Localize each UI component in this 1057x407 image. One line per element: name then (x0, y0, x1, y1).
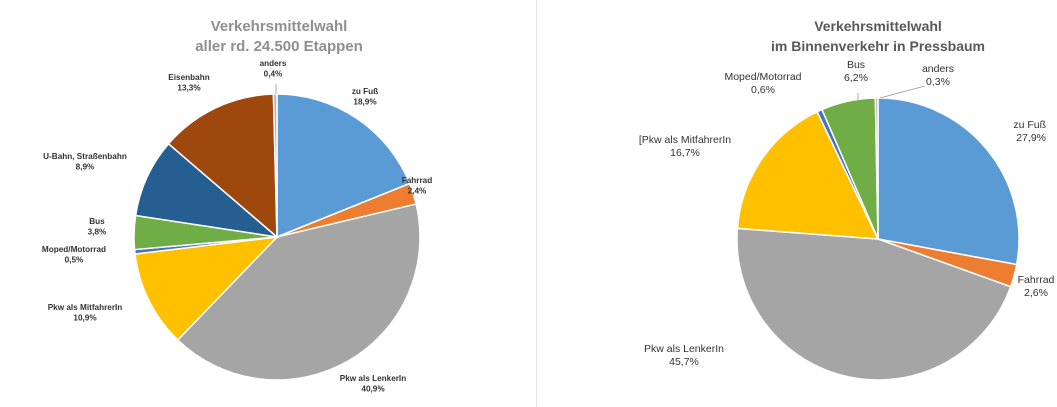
slice-value-fahrrad: 2,4% (408, 186, 427, 195)
slice-label-zu-fuss: zu Fuß (1013, 119, 1046, 131)
slice-value-moped-motorrad: 0,6% (751, 84, 775, 96)
leader-line-anders (879, 85, 926, 99)
slice-label-moped-motorrad: Moped/Motorrad (42, 245, 106, 254)
pie-slice-u-bahn-strassenbahn (134, 142, 280, 239)
pie-slices (736, 97, 1020, 381)
slice-value-bus: 6,2% (844, 72, 868, 84)
slice-label-bus: Bus (89, 217, 105, 226)
pie-slice-pkw-als-mitfahrerin (134, 236, 279, 342)
slice-value-eisenbahn: 13,3% (177, 83, 201, 92)
chart-title-line-2: im Binnenverkehr in Pressbaum (771, 38, 985, 54)
panel-divider (536, 0, 537, 407)
slice-value-zu-fuss: 18,9% (353, 97, 377, 106)
slice-value-pkw-als-mitfahrerin: 16,7% (670, 147, 700, 159)
slice-value-u-bahn-strassenbahn: 8,9% (76, 162, 95, 171)
pie-slice-eisenbahn (167, 93, 278, 239)
slice-value-anders: 0,3% (926, 76, 950, 88)
slice-label-anders: anders (922, 63, 954, 75)
slice-label-moped-motorrad: Moped/Motorrad (724, 71, 801, 83)
slice-label-pkw-als-lenkerin: Pkw als LenkerIn (340, 374, 406, 383)
slice-label-pkw-als-lenkerin: Pkw als LenkerIn (644, 343, 724, 355)
chart-title-line-1: Verkehrsmittelwahl (814, 18, 942, 34)
slice-value-bus: 3,8% (88, 227, 107, 236)
pie-slice-zu-fuss (276, 93, 411, 239)
slice-label-pkw-als-mitfahrerin: Pkw als MitfahrerIn (48, 303, 123, 312)
slice-value-pkw-als-lenkerin: 40,9% (361, 384, 385, 393)
slice-label-anders: anders (260, 59, 287, 68)
slice-value-moped-motorrad: 0,5% (65, 255, 84, 264)
pie-slices (133, 93, 421, 381)
slice-value-zu-fuss: 27,9% (1016, 132, 1046, 144)
slice-label-fahrrad: Fahrrad (402, 176, 432, 185)
left-chart-panel: Verkehrsmittelwahl aller rd. 24.500 Etap… (42, 18, 432, 393)
slice-value-anders: 0,4% (264, 69, 283, 78)
slice-value-pkw-als-mitfahrerin: 10,9% (73, 313, 97, 322)
slice-label-bus: Bus (847, 59, 865, 71)
right-chart-panel: Verkehrsmittelwahl im Binnenverkehr in P… (540, 0, 1057, 407)
pie-slice-anders (272, 93, 278, 238)
pie-slice-zu-fuss (877, 97, 1020, 266)
slice-label-pkw-als-mitfahrerin: [Pkw als MitfahrerIn (639, 134, 731, 146)
slice-value-fahrrad: 2,6% (1024, 287, 1048, 299)
pie-chart-pressbaum: Verkehrsmittelwahl im Binnenverkehr in P… (639, 18, 1055, 381)
chart-title-line-1: Verkehrsmittelwahl (211, 18, 348, 35)
slice-value-pkw-als-lenkerin: 45,7% (669, 356, 699, 368)
pie-slice-pkw-als-mitfahrerin (736, 110, 880, 240)
chart-title-line-2: aller rd. 24.500 Etappen (195, 38, 363, 55)
slice-label-zu-fuss: zu Fuß (352, 87, 378, 96)
pie-slice-pkw-als-lenkerin (736, 227, 1012, 381)
pie-slice-anders (874, 97, 879, 240)
slice-label-eisenbahn: Eisenbahn (168, 73, 209, 82)
pie-chart-all-stages: Verkehrsmittelwahl aller rd. 24.500 Etap… (42, 18, 432, 393)
slice-label-u-bahn-strassenbahn: U-Bahn, Straßenbahn (43, 152, 127, 161)
slice-label-fahrrad: Fahrrad (1018, 274, 1055, 286)
pie-slice-pkw-als-lenkerin (176, 203, 421, 381)
